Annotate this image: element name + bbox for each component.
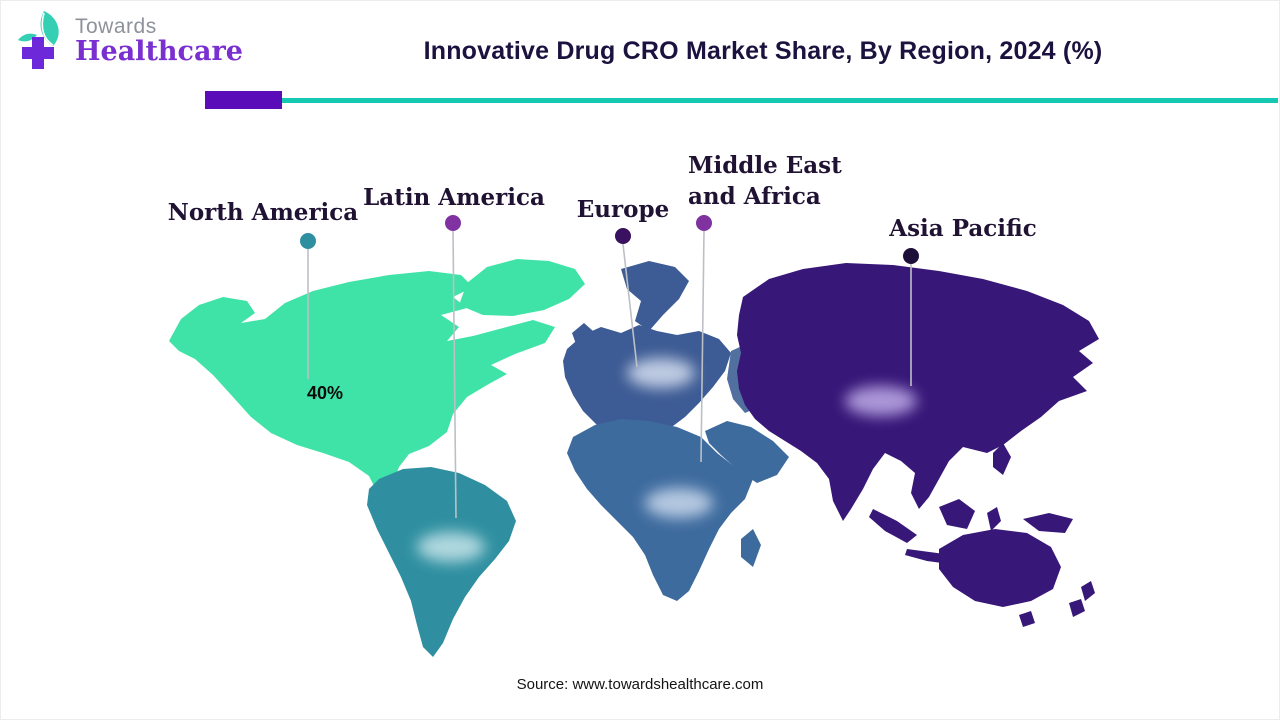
- towards-healthcare-logo: Towards Healthcare: [13, 9, 243, 73]
- label-north-america: North America: [167, 199, 359, 226]
- pin-latin-america: [445, 215, 461, 231]
- label-latin-america: Latin America: [363, 184, 545, 211]
- region-new-zealand-north: [1081, 581, 1095, 601]
- source-text: Source: www.towardshealthcare.com: [516, 676, 764, 693]
- region-new-guinea: [1023, 513, 1073, 533]
- region-sumatra: [869, 509, 917, 543]
- leader-latin-america: [452, 230, 457, 519]
- region-north-america: [169, 271, 555, 517]
- region-latin-america: [367, 467, 516, 657]
- logo-leaf-small: [18, 33, 37, 42]
- pin-europe: [615, 228, 631, 244]
- region-middle-east: [705, 421, 789, 483]
- logo-cross: [22, 37, 54, 69]
- region-madagascar: [741, 529, 761, 567]
- leader-middle-east-africa: [700, 230, 705, 463]
- value-north-america: 40%: [307, 383, 344, 403]
- label-asia-pacific: Asia Pacific: [889, 215, 1037, 242]
- region-japan: [1039, 341, 1073, 399]
- map-glows: [417, 358, 917, 562]
- logo-word-healthcare: Healthcare: [75, 35, 243, 67]
- region-greenland: [459, 259, 585, 316]
- region-philippines: [993, 443, 1011, 475]
- region-borneo: [939, 499, 975, 529]
- label-middle-east-africa-line1: Middle East: [688, 152, 842, 179]
- region-australia: [939, 529, 1061, 607]
- leader-lines: [307, 230, 912, 519]
- region-asia: [737, 263, 1099, 521]
- glow-africa: [645, 488, 713, 518]
- label-middle-east-africa: Middle East and Africa: [688, 150, 842, 212]
- logo-text: Towards Healthcare: [75, 16, 243, 66]
- region-tasmania: [1019, 611, 1035, 627]
- region-europe-scandinavia: [621, 261, 689, 331]
- divider-teal-line: [282, 98, 1278, 103]
- logo-icon: [18, 11, 59, 69]
- glow-asia: [845, 386, 917, 416]
- chart-title: Innovative Drug CRO Market Share, By Reg…: [423, 37, 1103, 65]
- logo-leaf-vein: [41, 12, 54, 46]
- label-europe: Europe: [576, 196, 670, 223]
- region-sulawesi: [987, 507, 1001, 531]
- pin-north-america: [300, 233, 316, 249]
- leader-europe: [622, 243, 638, 368]
- label-middle-east-africa-line2: and Africa: [688, 183, 821, 210]
- glow-europe: [627, 358, 695, 388]
- pin-middle-east-africa: [696, 215, 712, 231]
- divider-purple-bar: [205, 91, 282, 109]
- glow-latin-america: [417, 532, 485, 562]
- pin-asia-pacific: [903, 248, 919, 264]
- logo-word-towards: Towards: [75, 15, 157, 39]
- pins: [300, 215, 919, 264]
- region-new-zealand-south: [1069, 599, 1085, 617]
